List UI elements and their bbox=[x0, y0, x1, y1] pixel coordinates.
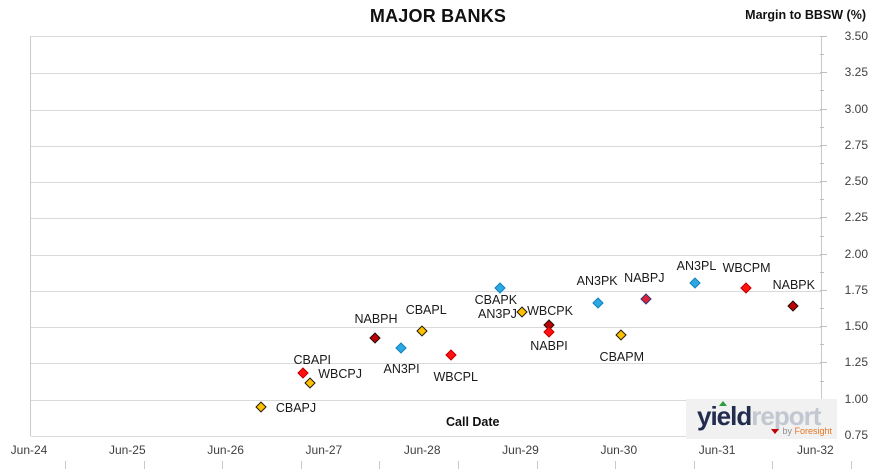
y-major-tick bbox=[820, 108, 827, 110]
x-minor-tick bbox=[379, 461, 381, 469]
x-tick-label: Jun-31 bbox=[698, 443, 736, 457]
chart-title: MAJOR BANKS bbox=[369, 6, 507, 26]
logo-word-report: report bbox=[751, 401, 821, 431]
x-tick-label: Jun-29 bbox=[502, 443, 539, 457]
data-point-label: CBAPM bbox=[599, 349, 644, 364]
data-point-label: WBCPL bbox=[433, 370, 478, 385]
y-minor-tick bbox=[820, 344, 824, 346]
y-major-tick bbox=[820, 289, 827, 291]
data-point-label: CBAPJ bbox=[275, 401, 317, 416]
data-point-label: AN3PL bbox=[676, 258, 717, 273]
x-tick-label: Jun-27 bbox=[305, 443, 343, 457]
y-axis-title: Margin to BBSW (%) bbox=[745, 8, 866, 22]
x-tick-label: Jun-28 bbox=[403, 443, 441, 457]
data-point-label: AN3PI bbox=[383, 361, 420, 376]
y-major-tick bbox=[820, 217, 827, 219]
x-minor-tick bbox=[536, 461, 538, 469]
y-tick-label: 2.50 bbox=[844, 174, 868, 189]
gridline bbox=[31, 73, 821, 75]
y-tick-label: 3.00 bbox=[844, 101, 868, 116]
y-minor-tick bbox=[820, 126, 824, 128]
y-major-tick bbox=[820, 72, 827, 74]
y-tick-label: 1.50 bbox=[844, 319, 868, 334]
x-minor-tick bbox=[143, 461, 145, 469]
gridline bbox=[31, 218, 821, 220]
data-point-label: CBAPL bbox=[405, 302, 447, 317]
data-point-label: NABPJ bbox=[624, 270, 665, 285]
x-minor-tick bbox=[772, 461, 774, 469]
data-point-label: WBCPK bbox=[527, 303, 573, 318]
logo-down-triangle-icon bbox=[771, 429, 780, 435]
logo-byline: by Foresight bbox=[771, 426, 832, 436]
y-major-tick bbox=[820, 326, 827, 328]
y-minor-tick bbox=[820, 308, 824, 310]
yieldreport-logo: yieldreport by Foresight bbox=[686, 399, 837, 439]
plot-area bbox=[30, 36, 822, 437]
data-point-label: AN3PJ bbox=[478, 306, 517, 321]
gridline bbox=[31, 436, 821, 437]
y-tick-label: 3.25 bbox=[844, 65, 868, 80]
x-minor-tick bbox=[615, 461, 617, 469]
x-tick-label: Jun-32 bbox=[797, 443, 834, 457]
x-minor-tick bbox=[458, 461, 459, 469]
data-point-label: CBAPK bbox=[474, 293, 518, 308]
y-tick-label: 1.25 bbox=[844, 355, 868, 370]
y-tick-label: 1.00 bbox=[844, 391, 868, 406]
gridline bbox=[31, 182, 821, 184]
x-tick-label: Jun-30 bbox=[600, 443, 638, 457]
x-tick-label: Jun-26 bbox=[207, 443, 244, 457]
y-tick-label: 0.75 bbox=[844, 428, 868, 442]
y-major-tick bbox=[820, 36, 827, 37]
data-point-label: CBAPI bbox=[293, 352, 332, 367]
gridline bbox=[31, 363, 821, 365]
x-minor-tick bbox=[65, 461, 66, 469]
y-minor-tick bbox=[820, 271, 824, 273]
y-major-tick bbox=[820, 144, 827, 146]
y-tick-label: 2.75 bbox=[844, 137, 868, 152]
x-tick-label: Jun-25 bbox=[108, 443, 146, 457]
x-axis-title: Call Date bbox=[446, 415, 500, 429]
logo-foresight-text: Foresight bbox=[794, 426, 832, 436]
gridline bbox=[31, 290, 821, 292]
y-minor-tick bbox=[820, 380, 824, 382]
logo-word-yield: yield bbox=[697, 401, 752, 431]
y-minor-tick bbox=[820, 235, 824, 237]
gridline bbox=[31, 327, 821, 329]
y-tick-label: 2.25 bbox=[844, 210, 868, 225]
data-point-label: AN3PK bbox=[576, 273, 618, 288]
y-major-tick bbox=[820, 362, 827, 364]
y-tick-label: 2.00 bbox=[844, 246, 868, 261]
data-point-label: NABPH bbox=[354, 311, 398, 326]
x-minor-tick bbox=[851, 461, 852, 469]
y-minor-tick bbox=[820, 54, 824, 56]
gridline bbox=[31, 254, 821, 256]
y-tick-label: 1.75 bbox=[844, 282, 868, 297]
x-minor-tick bbox=[693, 461, 695, 469]
gridline bbox=[31, 109, 821, 111]
gridline bbox=[31, 399, 821, 401]
y-minor-tick bbox=[820, 162, 824, 164]
x-minor-tick bbox=[300, 461, 302, 469]
logo-by-text: by bbox=[782, 426, 792, 436]
x-minor-tick bbox=[222, 461, 224, 469]
data-point-label: WBCPM bbox=[722, 261, 771, 276]
y-major-tick bbox=[820, 181, 827, 183]
y-tick-label: 3.50 bbox=[844, 29, 868, 43]
y-major-tick bbox=[820, 253, 827, 255]
gridline bbox=[31, 145, 821, 147]
logo-wordmark: yieldreport bbox=[697, 401, 821, 431]
x-tick-label: Jun-24 bbox=[10, 443, 48, 457]
y-minor-tick bbox=[820, 199, 824, 201]
logo-up-triangle-icon bbox=[719, 401, 727, 406]
data-point-label: WBCPJ bbox=[318, 366, 362, 381]
data-point-label: NABPK bbox=[772, 277, 815, 292]
data-point-label: NABPI bbox=[530, 338, 568, 353]
y-minor-tick bbox=[820, 90, 824, 92]
